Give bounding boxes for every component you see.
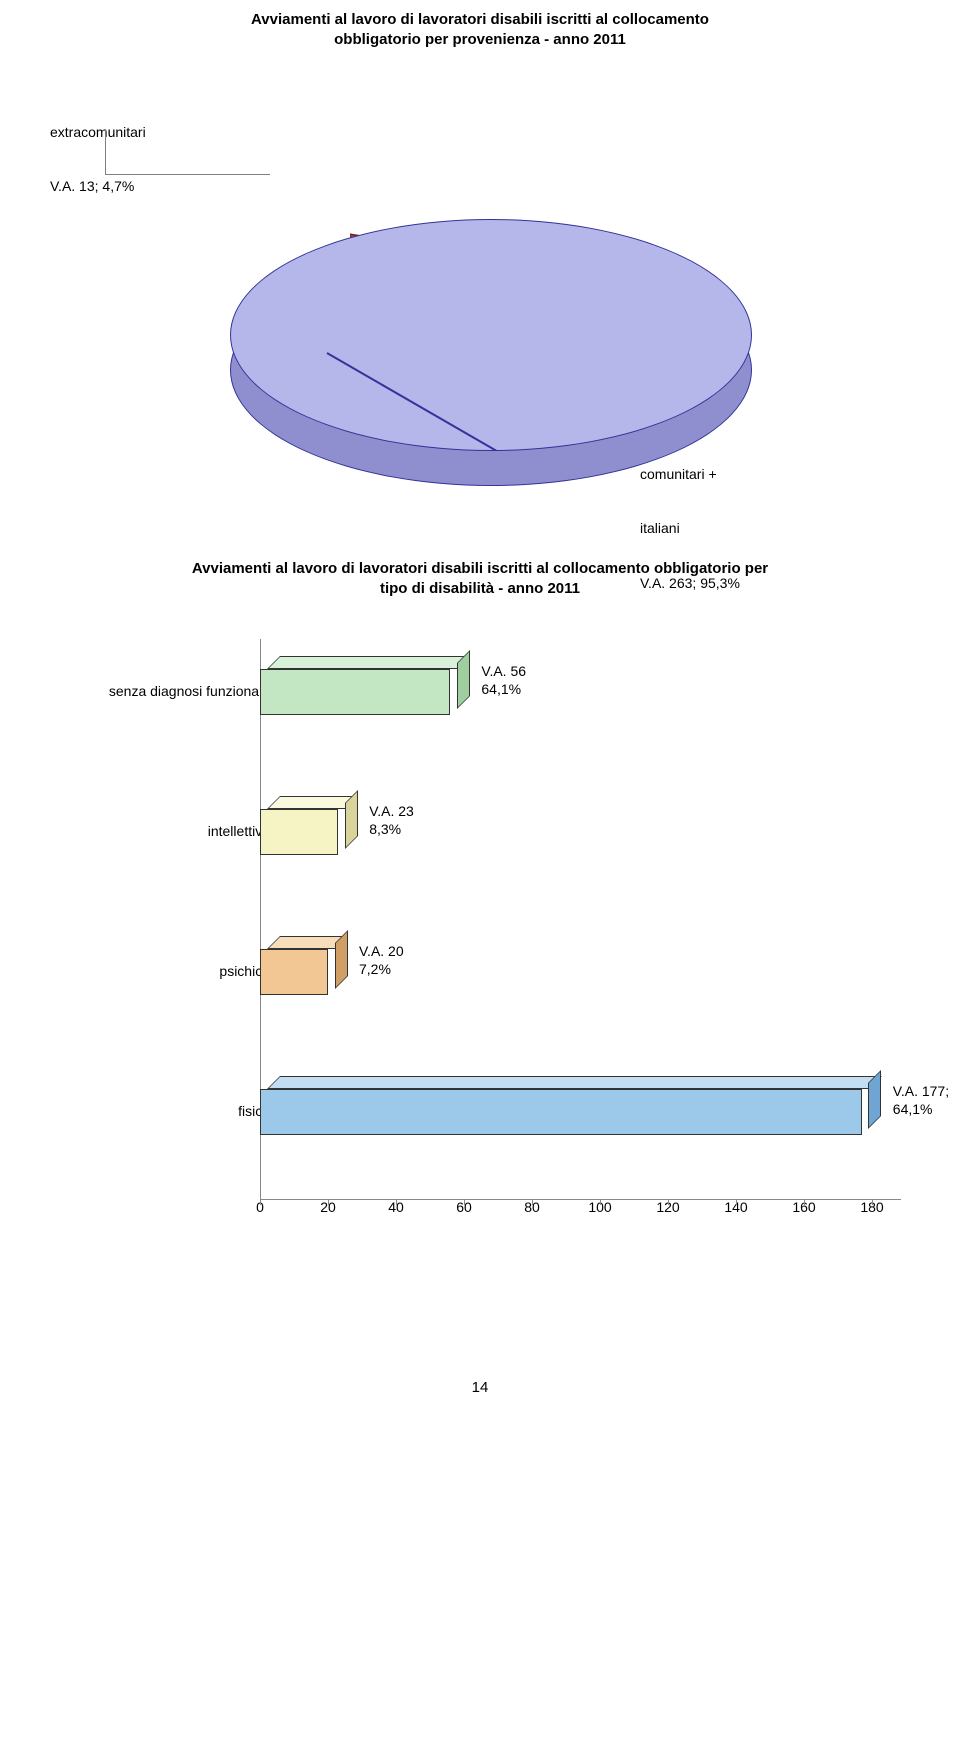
bar-senza_diagnosi_funzionale	[260, 669, 465, 728]
pie-leader-1a	[105, 129, 106, 174]
bar-chart-title: Avviamenti al lavoro di lavoratori disab…	[40, 559, 920, 600]
bar-top	[267, 1076, 882, 1089]
x-tick-mark	[804, 1199, 805, 1205]
pie-slice1-l1: extracomunitari	[50, 123, 146, 141]
x-tick-mark	[328, 1199, 329, 1205]
bar-face	[260, 949, 328, 995]
bar-value-label-intellettivo: V.A. 238,3%	[369, 803, 414, 838]
x-tick-mark	[532, 1199, 533, 1205]
bar-value-label-fisico: V.A. 177;64,1%	[893, 1083, 949, 1118]
bar-value-label-senza_diagnosi_funzionale: V.A. 5664,1%	[481, 663, 526, 698]
bar-intellettivo	[260, 809, 353, 868]
bar-value-label-psichico: V.A. 207,2%	[359, 943, 404, 978]
pie-slice2-l2: italiani	[640, 519, 740, 537]
x-tick-mark	[396, 1199, 397, 1205]
x-tick-mark	[260, 1199, 261, 1205]
x-tick-mark	[872, 1199, 873, 1205]
page-number: 14	[40, 1379, 920, 1396]
pie-slice1-l2: V.A. 13; 4,7%	[50, 177, 146, 195]
bar-face	[260, 669, 450, 715]
bar-face	[260, 1089, 862, 1135]
bar-category-label-psichico: psichico	[60, 963, 270, 979]
pie-cylinder-top	[230, 219, 752, 451]
pie-title-line2: obbligatorio per provenienza - anno 2011	[334, 31, 626, 48]
x-tick-mark	[668, 1199, 669, 1205]
bar-category-label-senza_diagnosi_funzionale: senza diagnosi funzionale	[60, 683, 270, 699]
bar-top	[267, 796, 358, 809]
pie-chart: extracomunitari V.A. 13; 4,7% comunitari…	[50, 59, 910, 519]
pie-slice-label-extracomunitari: extracomunitari V.A. 13; 4,7%	[50, 87, 146, 233]
x-tick-mark	[600, 1199, 601, 1205]
pie-title-line1: Avviamenti al lavoro di lavoratori disab…	[251, 11, 709, 28]
pie-3d-body	[230, 124, 750, 464]
x-tick-mark	[736, 1199, 737, 1205]
bar-face	[260, 809, 338, 855]
pie-slice2-l3: V.A. 263; 95,3%	[640, 574, 740, 592]
bar-top	[267, 656, 470, 669]
bar-title-line2: tipo di disabilità - anno 2011	[380, 580, 580, 597]
bar-category-label-intellettivo: intellettivo	[60, 823, 270, 839]
pie-chart-title: Avviamenti al lavoro di lavoratori disab…	[40, 10, 920, 51]
x-tick-mark	[464, 1199, 465, 1205]
bar-fisico	[260, 1089, 877, 1148]
bar-category-label-fisico: fisico	[60, 1103, 270, 1119]
pie-slice2-l1: comunitari +	[640, 465, 740, 483]
bar-psichico	[260, 949, 343, 1008]
bar-chart: senza diagnosi funzionale V.A. 5664,1% int…	[40, 609, 920, 1309]
